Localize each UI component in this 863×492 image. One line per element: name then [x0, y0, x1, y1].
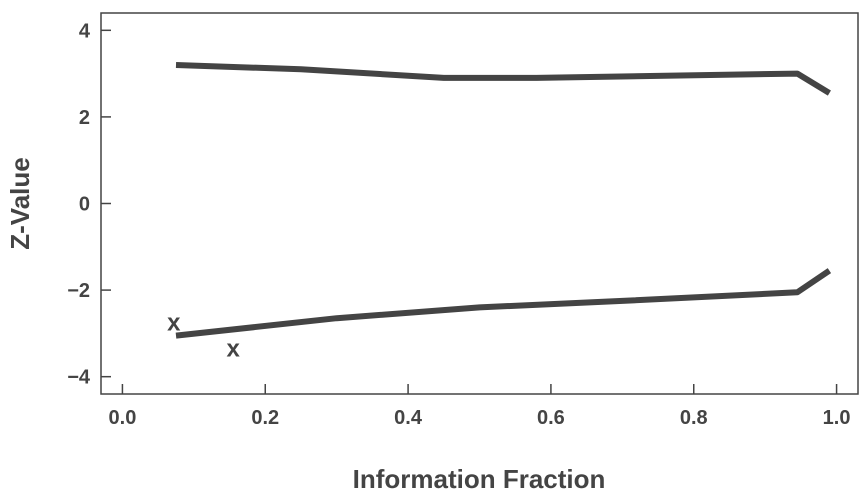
series-layer: [175, 62, 832, 339]
data-marker-x: x: [226, 336, 240, 363]
x-tick-label: 1.0: [823, 407, 851, 429]
x-tick-label: 0.2: [251, 407, 279, 429]
upper-boundary-line: [175, 62, 831, 96]
y-axis-ticks: 4 2 0 −2 −4: [67, 20, 111, 389]
x-tick-label: 0.0: [109, 407, 137, 429]
y-tick-label: 2: [79, 107, 90, 129]
x-axis-label: Information Fraction: [353, 464, 606, 492]
plot-frame: [100, 12, 859, 395]
y-tick-label: −2: [67, 280, 90, 302]
y-tick-label: −4: [67, 367, 91, 389]
y-axis-label: Z-Value: [5, 157, 35, 249]
y-tick-label: 4: [79, 20, 91, 42]
x-tick-label: 0.6: [537, 407, 565, 429]
x-tick-label: 0.4: [394, 407, 423, 429]
x-axis-ticks: 0.0 0.2 0.4 0.6 0.8 1.0: [109, 384, 851, 429]
data-marker-x: x: [167, 310, 181, 337]
y-tick-label: 0: [79, 194, 90, 216]
marker-layer: xx: [167, 310, 240, 363]
x-tick-label: 0.8: [680, 407, 708, 429]
lower-boundary-line: [175, 268, 832, 339]
